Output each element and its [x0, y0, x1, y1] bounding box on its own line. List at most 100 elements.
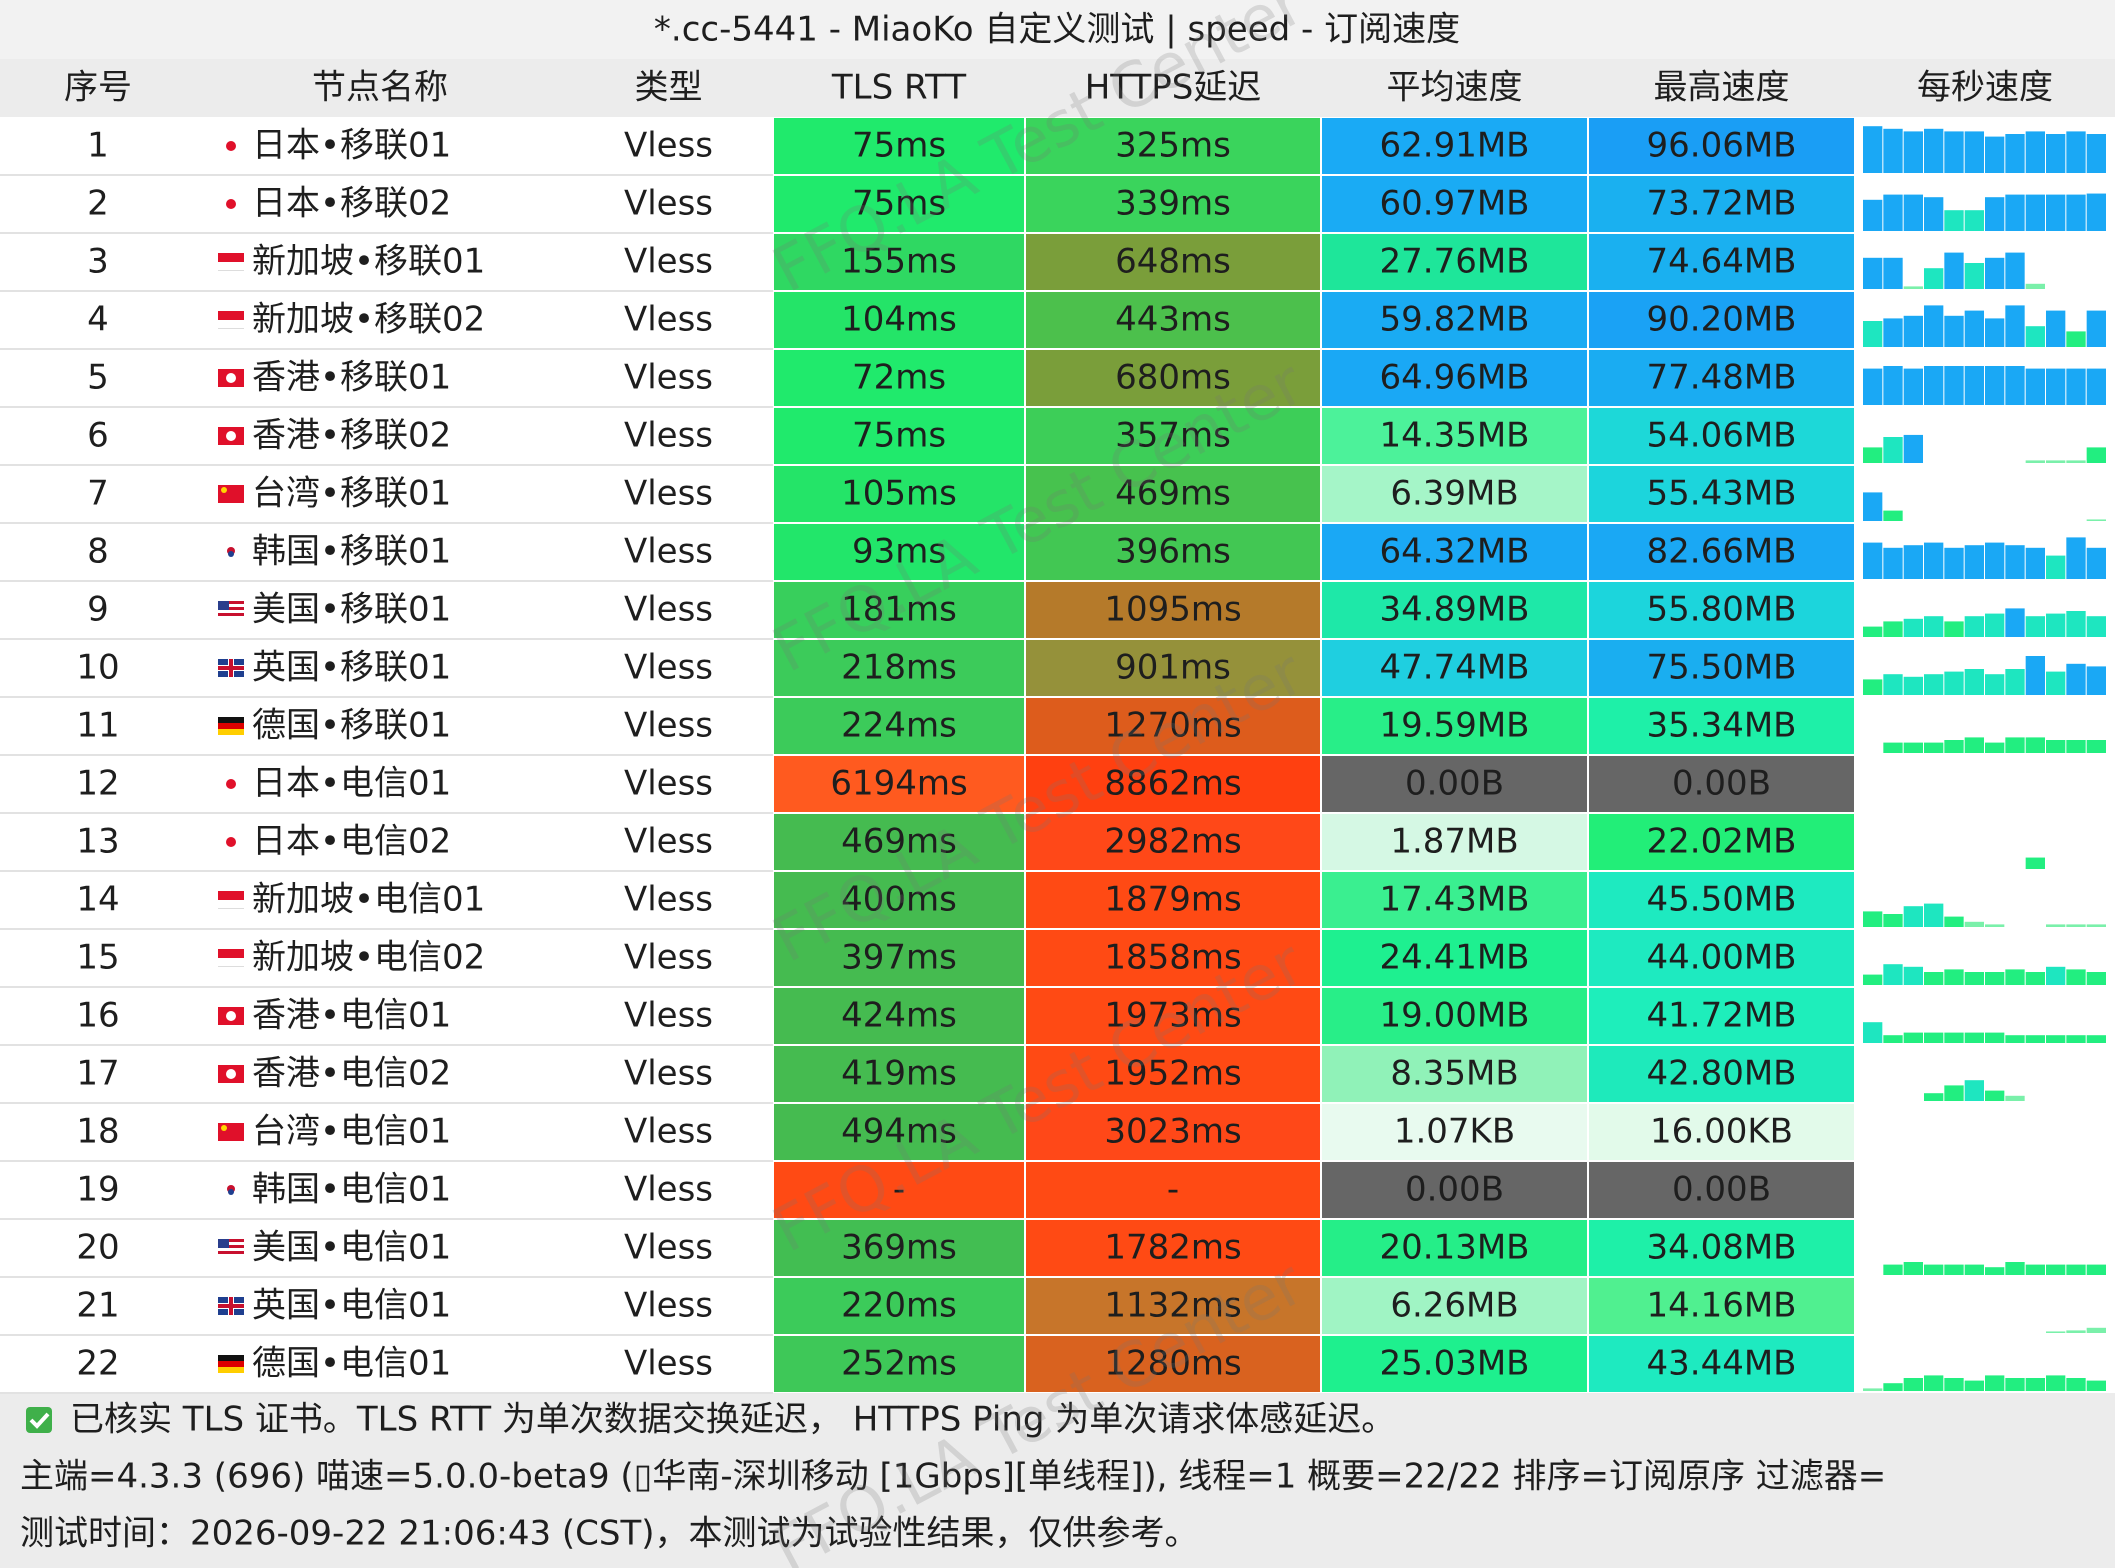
speed-bar	[1883, 914, 1903, 927]
speed-bar	[2046, 1375, 2066, 1391]
cell-text: Vless	[624, 648, 713, 688]
speed-bar	[2066, 663, 2086, 695]
speed-bar	[2025, 656, 2045, 695]
flag-part	[218, 328, 244, 329]
cell-background	[1589, 292, 1854, 348]
node-name: 美国•电信01	[252, 1228, 451, 1268]
cell-text: Vless	[624, 242, 713, 282]
speed-bar	[2066, 131, 2086, 173]
speed-bar	[1944, 210, 1964, 231]
cell-background	[1026, 408, 1320, 464]
cell-text: 15	[76, 938, 119, 978]
cell-text: 469ms	[1115, 474, 1231, 514]
speed-bar	[2066, 740, 2086, 753]
cell-background	[1589, 1162, 1854, 1218]
footer-line: 测试时间：2026-09-22 21:06:43 (CST)，本测试为试验性结果…	[20, 1514, 1199, 1554]
cell-background	[1322, 814, 1587, 870]
cell-text: 1270ms	[1104, 706, 1241, 746]
speed-bar	[2025, 857, 2045, 869]
speed-bar	[2025, 283, 2045, 289]
speed-bar	[1944, 1085, 1964, 1101]
speed-bar	[1924, 1264, 1944, 1275]
speed-bar	[2025, 326, 2045, 347]
cell-background	[1026, 1046, 1320, 1102]
speed-bar	[1883, 510, 1903, 521]
cell-text: 680ms	[1115, 358, 1231, 398]
flag-part	[221, 1125, 227, 1131]
cell-background	[774, 234, 1024, 290]
cell-background	[1322, 1046, 1587, 1102]
cell-background	[1589, 524, 1854, 580]
speed-bar	[1944, 252, 1964, 289]
cell-background	[1026, 930, 1320, 986]
cell-text: 64.96MB	[1380, 358, 1530, 398]
speed-bar	[2086, 368, 2106, 405]
speed-bar	[1964, 1380, 1984, 1391]
cell-background	[1026, 118, 1320, 174]
cell-text: 74.64MB	[1647, 242, 1797, 282]
speed-bar	[2066, 194, 2086, 231]
node-name: 香港•电信02	[252, 1054, 451, 1094]
flag-part	[218, 1245, 244, 1248]
speed-bar	[1903, 742, 1923, 753]
column-header: 每秒速度	[1917, 68, 2053, 108]
cell-text: 77.48MB	[1647, 358, 1797, 398]
cell-text: 93ms	[852, 532, 946, 572]
speed-bar	[2025, 368, 2045, 405]
speed-bar	[1883, 366, 1903, 405]
speed-bar	[2025, 737, 2045, 753]
cell-background	[1026, 814, 1320, 870]
cell-text: 47.74MB	[1380, 648, 1530, 688]
cell-text: Vless	[624, 474, 713, 514]
node-name: 香港•移联01	[252, 358, 451, 398]
speed-bar	[1903, 1032, 1923, 1043]
speed-bar	[1944, 1032, 1964, 1043]
cell-text: 0.00B	[1672, 764, 1771, 804]
cell-background	[1589, 466, 1854, 522]
column-header: HTTPS延迟	[1085, 68, 1262, 108]
flag-part	[218, 601, 229, 610]
speed-bar	[2025, 616, 2045, 637]
speed-bar	[1883, 257, 1903, 289]
cell-text: Vless	[624, 300, 713, 340]
node-name: 新加坡•移联02	[252, 300, 485, 340]
cell-background	[1026, 872, 1320, 928]
node-name: 日本•电信01	[252, 764, 451, 804]
speed-bar	[1903, 131, 1923, 173]
speed-bar	[1944, 969, 1964, 985]
cell-background	[1589, 1336, 1854, 1392]
cell-text: 1280ms	[1104, 1344, 1241, 1384]
cell-text: 45.50MB	[1647, 880, 1797, 920]
speed-bar	[2005, 545, 2025, 579]
cell-background	[1322, 466, 1587, 522]
speed-bar	[2005, 194, 2025, 231]
cell-background	[774, 1162, 1024, 1218]
speed-bar	[2005, 252, 2025, 289]
speed-bar	[1985, 1375, 2005, 1391]
speed-bar	[1985, 924, 2005, 927]
cell-background	[1026, 1162, 1320, 1218]
cell-text: 155ms	[841, 242, 957, 282]
column-header: TLS RTT	[831, 68, 966, 108]
cell-background	[1322, 582, 1587, 638]
flag-part	[218, 1251, 244, 1254]
cell-text: 19.00MB	[1380, 996, 1530, 1036]
cell-text: 3023ms	[1104, 1112, 1241, 1152]
speed-bar	[2025, 131, 2045, 173]
speed-bar	[2086, 1264, 2106, 1275]
flag-part	[218, 723, 244, 729]
flag-part	[228, 551, 234, 557]
cell-text: 44.00MB	[1647, 938, 1797, 978]
speed-bar	[1985, 742, 2005, 753]
node-name: 新加坡•电信02	[252, 938, 485, 978]
speed-bar	[1903, 194, 1923, 231]
cell-text: 42.80MB	[1647, 1054, 1797, 1094]
speed-bar	[2005, 669, 2025, 695]
flag-part	[218, 1304, 244, 1308]
flag-part	[228, 1189, 234, 1195]
node-name: 韩国•移联01	[252, 532, 451, 572]
speed-bar	[2005, 608, 2025, 637]
cell-background	[774, 988, 1024, 1044]
cell-background	[1322, 350, 1587, 406]
cell-text: 73.72MB	[1647, 184, 1797, 224]
